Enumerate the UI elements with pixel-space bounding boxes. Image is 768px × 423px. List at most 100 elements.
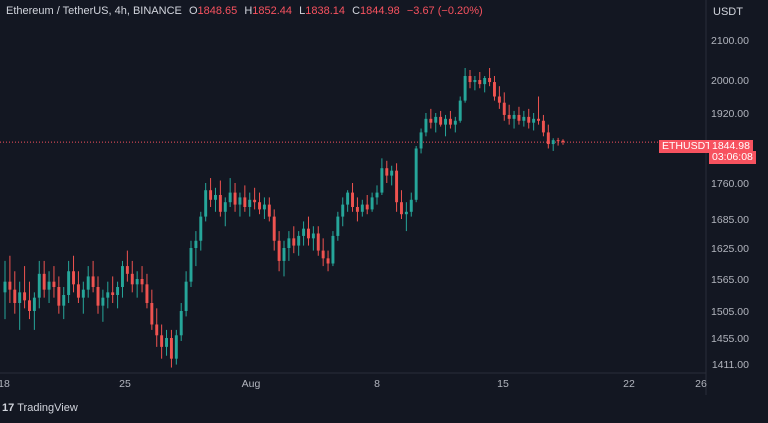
candle-body	[160, 335, 164, 347]
candle-body	[458, 100, 462, 121]
candle-body	[62, 295, 66, 306]
candle-body	[302, 228, 306, 236]
candle-body	[106, 292, 110, 298]
candle-body	[414, 148, 418, 200]
x-tick-label: 22	[623, 378, 635, 390]
candle-body	[13, 289, 17, 303]
candle-body	[57, 287, 61, 306]
candle-body	[42, 273, 46, 290]
candle-body	[297, 235, 301, 246]
brand-name: TradingView	[17, 402, 78, 414]
candle-body	[258, 202, 261, 210]
change-value: −3.67 (−0.20%)	[406, 5, 483, 17]
candle-body	[67, 271, 71, 295]
candle-body	[169, 338, 173, 359]
candle-body	[272, 216, 276, 241]
candle-body	[370, 197, 374, 210]
candle-body	[507, 114, 511, 119]
y-tick-label: 2100.00	[711, 35, 749, 47]
high-label: H	[244, 5, 253, 17]
countdown-tag: 03:06:08	[709, 151, 756, 164]
tradingview-brand[interactable]: 17 TradingView	[2, 402, 78, 414]
open-label: O	[188, 5, 198, 17]
y-tick-label: 1565.00	[711, 274, 749, 286]
candle-body	[194, 240, 198, 248]
candle-body	[439, 116, 443, 125]
candle-body	[209, 190, 213, 200]
y-tick-label: 1455.00	[711, 333, 749, 345]
candle-body	[282, 248, 286, 261]
close-value: 1844.98	[360, 5, 400, 17]
candle-body	[351, 192, 354, 207]
candle-body	[434, 116, 438, 123]
candle-body	[214, 195, 217, 200]
candle-body	[228, 192, 232, 203]
candle-body	[125, 266, 129, 274]
candle-body	[8, 281, 12, 290]
symbol-title: Ethereum / TetherUS, 4h, BINANCE	[6, 5, 182, 17]
candle-body	[409, 199, 413, 212]
candle-body	[253, 199, 257, 203]
candle-body	[218, 195, 222, 212]
y-tick-label: 1411.00	[712, 359, 749, 371]
open-value: 1848.65	[197, 5, 238, 17]
x-tick-label: 15	[497, 378, 509, 390]
close-label: C	[352, 5, 361, 17]
candle-body	[140, 279, 144, 285]
candle-body	[336, 216, 340, 236]
y-tick-label: 1625.00	[711, 243, 749, 255]
candle-body	[537, 118, 540, 121]
candle-body	[91, 276, 95, 287]
tradingview-logo-icon: 17	[2, 402, 15, 414]
x-tick-label: Aug	[242, 378, 261, 390]
candle-body	[463, 76, 467, 101]
candle-body	[385, 168, 389, 176]
y-tick-label: 2000.00	[711, 75, 749, 87]
candle-body	[483, 78, 487, 85]
candle-body	[532, 118, 536, 123]
candle-body	[267, 204, 271, 217]
candle-body	[419, 132, 423, 149]
y-tick-label: 1685.00	[711, 214, 749, 226]
candle-body	[37, 273, 41, 298]
y-tick-label: 1760.00	[711, 178, 749, 190]
x-tick-label: 8	[374, 378, 380, 390]
candle-body	[561, 140, 565, 143]
low-value: 1838.14	[305, 5, 345, 17]
candle-body	[390, 170, 394, 176]
candle-body	[380, 168, 384, 193]
candle-body	[81, 289, 85, 298]
candle-body	[130, 273, 134, 285]
candle-body	[551, 140, 555, 145]
candle-body	[493, 82, 496, 97]
candle-body	[238, 197, 242, 205]
candle-body	[365, 204, 369, 210]
candle-body	[307, 228, 310, 239]
candle-body	[448, 118, 452, 125]
candle-body	[76, 284, 80, 298]
candle-body	[502, 102, 506, 115]
footer-area	[0, 395, 768, 423]
candle-body	[346, 192, 350, 205]
candle-body	[155, 324, 159, 336]
candle-body	[517, 114, 521, 121]
candle-body	[404, 211, 408, 215]
candle-body	[497, 96, 501, 103]
candle-body	[395, 170, 399, 203]
high-value: 1852.44	[252, 5, 293, 17]
candle-body	[243, 197, 247, 207]
candle-body	[3, 281, 7, 293]
candle-body	[468, 76, 472, 83]
candle-body	[444, 118, 447, 125]
candle-body	[199, 216, 203, 241]
low-label: L	[299, 5, 306, 17]
candle-body	[429, 118, 433, 123]
candle-body	[262, 204, 266, 210]
candle-body	[204, 190, 208, 217]
candle-body	[145, 284, 149, 303]
candle-body	[400, 202, 403, 215]
candle-body	[223, 202, 227, 212]
candle-body	[233, 192, 237, 205]
symbol-tag[interactable]: ETHUSDT	[659, 140, 715, 153]
